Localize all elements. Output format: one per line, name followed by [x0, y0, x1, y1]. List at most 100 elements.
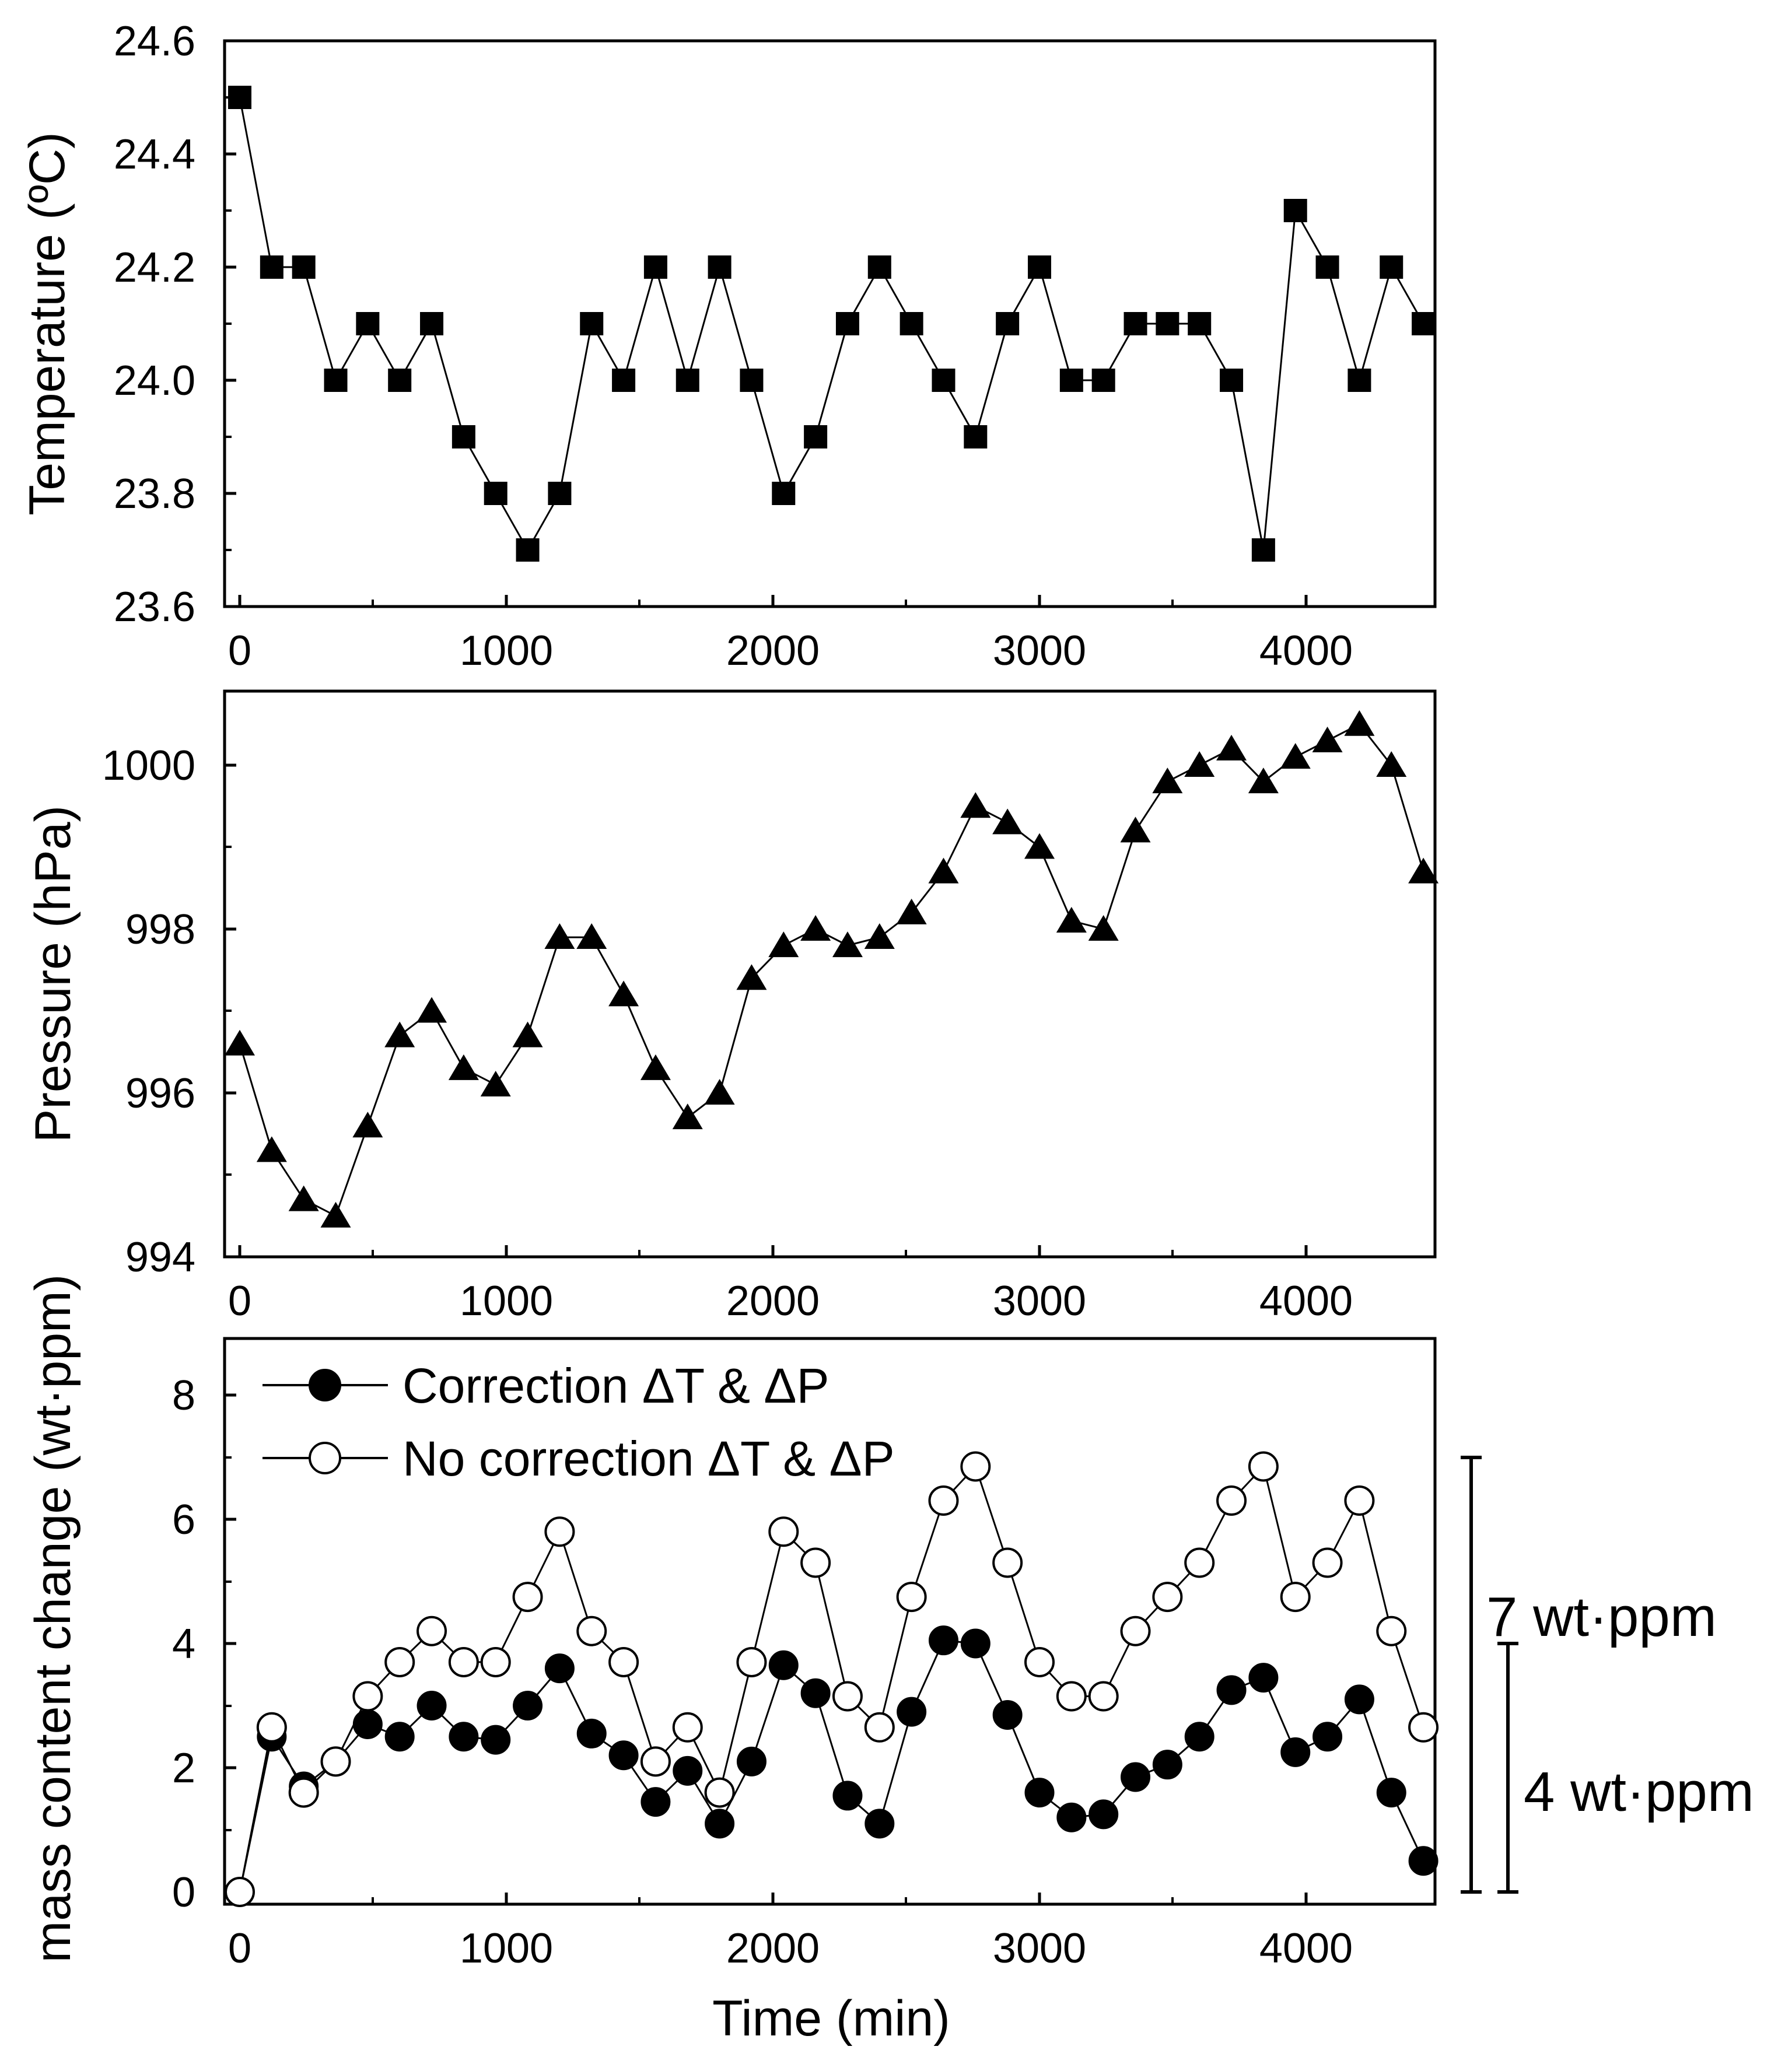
data-point-square	[772, 482, 796, 505]
series-line	[239, 723, 1424, 1217]
data-point-square	[420, 312, 444, 335]
temperature-x-tick-label: 3000	[993, 628, 1086, 674]
data-point-filled-circle	[1408, 1846, 1438, 1876]
data-point-triangle	[1344, 710, 1375, 736]
data-point-filled-circle	[960, 1628, 991, 1659]
data-point-open-circle	[608, 1646, 639, 1677]
data-point-square	[1283, 199, 1307, 222]
data-point-square	[964, 425, 988, 448]
data-point-triangle	[704, 1079, 735, 1105]
data-point-square	[1315, 255, 1339, 279]
data-point-filled-circle	[673, 1755, 703, 1786]
pressure-x-ticks	[238, 1245, 1308, 1257]
temperature-x-tick-label: 4000	[1259, 628, 1353, 674]
data-point-filled-circle	[608, 1740, 639, 1771]
data-point-triangle	[1088, 915, 1119, 941]
data-point-triangle	[512, 1021, 543, 1047]
mass-y-tick-labels: 0 2 4 6 8	[172, 1372, 195, 1916]
scale-bar-4: 4 wt·ppm	[1497, 1642, 1754, 1894]
data-point-filled-circle	[768, 1650, 799, 1680]
data-point-open-circle	[256, 1712, 287, 1743]
data-point-open-circle	[352, 1681, 383, 1712]
data-point-open-circle	[1376, 1616, 1407, 1646]
data-point-triangle	[1216, 734, 1247, 761]
temperature-plot-frame	[223, 39, 1437, 608]
data-point-filled-circle	[1280, 1737, 1311, 1767]
data-point-triangle	[1024, 833, 1055, 859]
data-point-square	[1380, 255, 1404, 279]
temperature-y-tick-label: 24.6	[114, 18, 195, 65]
temperature-series	[228, 86, 1436, 562]
temperature-y-tick-label: 23.8	[114, 471, 195, 517]
pressure-x-tick-label: 1000	[460, 1278, 553, 1324]
data-point-open-circle	[416, 1616, 447, 1646]
data-point-filled-circle	[1121, 1762, 1151, 1792]
data-point-open-circle	[992, 1547, 1023, 1578]
data-point-open-circle	[800, 1547, 831, 1578]
mass-x-tick-label: 2000	[726, 1925, 820, 1972]
pressure-y-tick-label: 1000	[102, 742, 195, 789]
temperature-y-tick-label: 23.6	[114, 584, 195, 630]
mass-x-tick-label: 3000	[993, 1925, 1086, 1972]
data-point-triangle	[928, 857, 959, 884]
temperature-y-tick-label: 24.0	[114, 358, 195, 404]
pressure-plot-frame	[223, 689, 1437, 1259]
data-point-open-circle	[672, 1712, 703, 1743]
data-point-square	[1091, 369, 1115, 392]
data-point-filled-circle	[544, 1653, 575, 1684]
data-point-square	[580, 312, 604, 335]
data-point-filled-circle	[705, 1809, 735, 1839]
mass-series	[225, 1451, 1439, 1907]
temperature-y-tick-label: 24.4	[114, 131, 195, 178]
pressure-x-tick-label: 4000	[1259, 1278, 1353, 1324]
mass-x-tick-label: 0	[228, 1925, 251, 1972]
series-line	[239, 97, 1424, 552]
pressure-series	[225, 710, 1439, 1228]
data-point-open-circle	[1408, 1712, 1439, 1743]
data-point-triangle	[352, 1112, 383, 1138]
data-point-square	[1412, 312, 1436, 335]
data-point-open-circle	[480, 1646, 511, 1677]
data-point-triangle	[1120, 817, 1151, 843]
legend-marker-open-circle	[309, 1442, 341, 1474]
data-point-filled-circle	[481, 1725, 511, 1755]
legend-entry-uncorrected: No correction ΔT & ΔP	[262, 1431, 895, 1486]
data-point-square	[612, 369, 636, 392]
data-point-triangle	[960, 792, 991, 818]
data-point-square	[292, 255, 316, 279]
data-point-open-circle	[1312, 1547, 1343, 1578]
data-point-filled-circle	[1312, 1722, 1343, 1752]
data-point-filled-circle	[1216, 1675, 1247, 1705]
mass-x-tick-label: 1000	[460, 1925, 553, 1972]
data-point-triangle	[1280, 742, 1311, 769]
data-point-triangle	[256, 1136, 287, 1162]
data-point-triangle	[1152, 768, 1183, 794]
temperature-x-ticks	[238, 595, 1308, 607]
pressure-x-tick-label: 0	[228, 1278, 251, 1324]
pressure-y-tick-label: 996	[125, 1070, 195, 1117]
temperature-x-tick-labels: 0 1000 2000 3000 4000	[228, 628, 1353, 674]
data-point-triangle	[1408, 857, 1439, 884]
data-point-open-circle	[225, 1877, 255, 1907]
data-point-open-circle	[832, 1681, 863, 1712]
data-point-square	[388, 369, 412, 392]
data-point-filled-circle	[1184, 1722, 1214, 1752]
data-point-filled-circle	[1376, 1778, 1406, 1808]
data-point-triangle	[1184, 751, 1215, 777]
data-point-open-circle	[1216, 1485, 1247, 1516]
data-point-square	[324, 369, 348, 392]
data-point-filled-circle	[576, 1718, 607, 1748]
mass-x-tick-labels: 0 1000 2000 3000 4000	[228, 1925, 1353, 1972]
data-point-open-circle	[768, 1516, 799, 1547]
data-point-open-circle	[896, 1582, 927, 1613]
temperature-y-tick-label: 24.2	[114, 244, 195, 291]
scale-bar-7: 7 wt·ppm	[1461, 1456, 1717, 1894]
scale-bar-4-label: 4 wt·ppm	[1524, 1761, 1754, 1823]
temperature-x-tick-label: 2000	[726, 628, 820, 674]
data-point-triangle	[384, 1021, 415, 1047]
mass-y-axis-title: mass content change (wt·ppm)	[25, 1274, 81, 1963]
temperature-y-tick-labels: 23.6 23.8 24.0 24.2 24.4 24.6	[114, 18, 195, 630]
data-point-square	[228, 86, 251, 109]
data-point-square	[1059, 369, 1083, 392]
